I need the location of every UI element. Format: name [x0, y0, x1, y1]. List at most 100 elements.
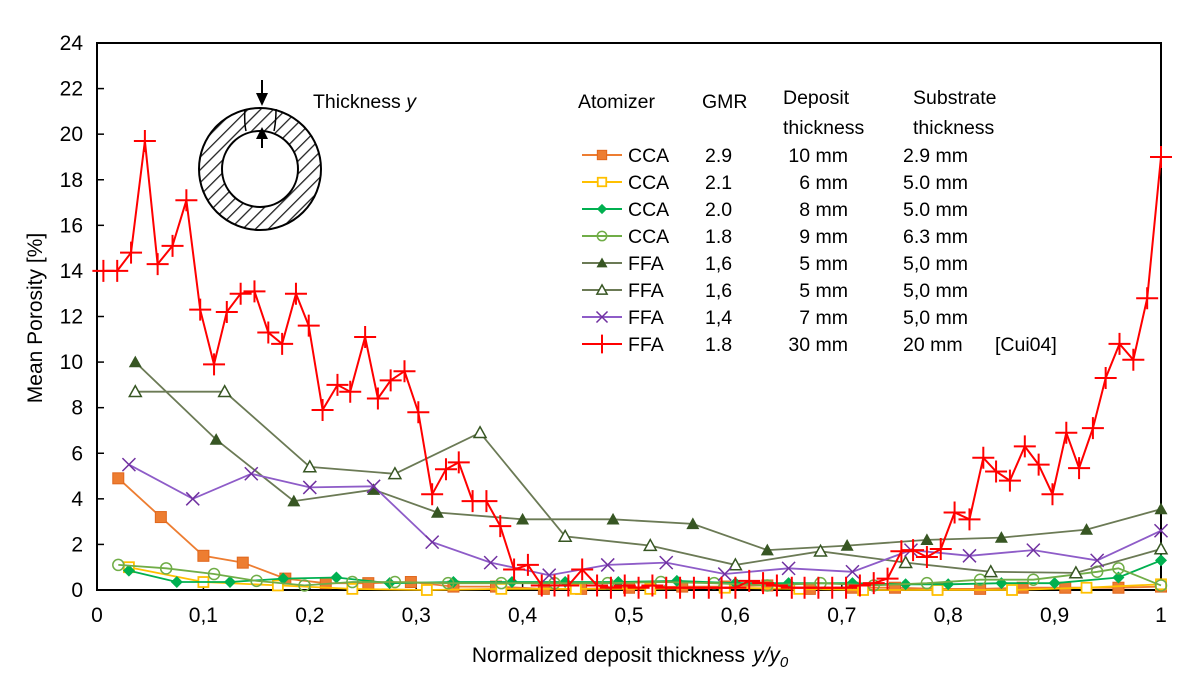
marker-plus: [1150, 145, 1172, 168]
marker-diamond-filled: [1048, 577, 1061, 590]
marker-circle-open: [495, 576, 508, 590]
data-point: [1068, 457, 1091, 480]
data-point: [1150, 145, 1172, 168]
data-point: [920, 576, 934, 590]
x-axis-title-var: y/y: [751, 644, 781, 667]
data-point: [717, 567, 732, 582]
marker-triangle-open: [983, 564, 999, 578]
marker-triangle-open: [302, 459, 318, 473]
data-point: [297, 314, 320, 337]
ring-inner-hole: [221, 130, 299, 208]
marker-plus: [765, 574, 788, 597]
legend-header-gmr: GMR: [702, 91, 748, 113]
data-point: [170, 576, 183, 589]
marker-diamond-filled: [596, 203, 608, 215]
legend-cell: 1,6: [705, 253, 732, 275]
marker-diamond-filled: [1112, 571, 1125, 584]
legend-entry: CCA 2.0 8 mm 5.0 mm: [582, 199, 968, 221]
data-point: [1027, 573, 1040, 586]
y-tick-label: 24: [60, 32, 84, 55]
series-line: [103, 140, 1162, 589]
data-point: [388, 575, 402, 589]
data-point: [346, 582, 359, 595]
marker-plus: [175, 189, 198, 212]
x-tick-label: 0,7: [827, 604, 856, 627]
y-tick-label: 20: [60, 123, 83, 146]
marker-triangle-filled: [686, 517, 700, 530]
legend-cell: 1,6: [705, 280, 732, 302]
data-point: [311, 398, 334, 421]
marker-square-filled: [112, 472, 125, 485]
legend-entry: CCA 2.1 6 mm 5.0 mm: [582, 172, 968, 194]
marker-diamond-filled: [170, 576, 183, 589]
marker-plus: [311, 398, 334, 421]
marker-plus: [489, 515, 512, 538]
data-point: [185, 491, 200, 506]
legend-cell: 6.3 mm: [903, 226, 968, 248]
x-tick-label: 0,2: [295, 604, 324, 627]
data-point: [613, 574, 636, 597]
data-point: [339, 380, 362, 403]
data-point: [447, 451, 470, 474]
marker-plus: [958, 508, 981, 531]
data-point: [154, 511, 167, 524]
data-point: [1153, 541, 1169, 555]
data-point: [1090, 553, 1105, 568]
marker-plus: [326, 373, 349, 396]
legend-cell: 1.8: [705, 334, 732, 356]
data-point: [209, 433, 223, 445]
marker-triangle-filled: [1080, 523, 1094, 535]
marker-x: [185, 491, 200, 506]
data-point: [876, 567, 899, 590]
data-point: [133, 130, 156, 153]
y-tick-label: 2: [71, 533, 83, 556]
marker-square-filled: [596, 149, 608, 161]
marker-plus: [120, 241, 143, 264]
legend-cell: CCA: [628, 172, 669, 194]
marker-x: [845, 564, 860, 579]
marker-plus: [998, 469, 1021, 492]
series-line: [118, 564, 1162, 587]
x-tick-label: 0,3: [402, 604, 431, 627]
data-point: [813, 543, 828, 557]
marker-x: [659, 555, 674, 570]
marker-triangle-filled: [994, 531, 1008, 543]
data-point: [1026, 543, 1041, 558]
data-point: [1094, 367, 1117, 390]
marker-square-filled: [236, 556, 249, 569]
marker-triangle-filled: [840, 539, 854, 551]
data-point: [330, 571, 343, 584]
x-tick-label: 0,9: [1040, 604, 1069, 627]
series-7: [92, 130, 1172, 599]
marker-circle-open: [973, 573, 987, 586]
marker-plus: [862, 572, 885, 595]
legend-cell: 5 mm: [799, 253, 848, 275]
y-tick-label: 12: [60, 306, 83, 329]
marker-plus: [421, 483, 444, 506]
data-point: [505, 576, 518, 589]
data-point: [898, 555, 913, 569]
y-tick-label: 18: [60, 169, 83, 192]
data-point: [366, 479, 381, 494]
data-point: [420, 584, 433, 596]
marker-square-filled: [154, 511, 167, 524]
marker-x: [121, 457, 136, 472]
legend-entry: FFA 1,6 5 mm 5,0 mm: [582, 280, 968, 302]
marker-plus: [915, 545, 938, 568]
data-point: [973, 573, 987, 586]
marker-plus: [724, 576, 747, 599]
data-point: [571, 558, 594, 581]
y-tick-label: 16: [60, 214, 83, 237]
legend-header-substrate-1: Substrate: [913, 87, 996, 109]
data-point: [728, 557, 743, 571]
marker-plus: [1081, 417, 1104, 440]
marker-circle-open: [1027, 573, 1040, 586]
data-point: [434, 458, 457, 481]
data-point: [1013, 435, 1036, 458]
series-6: [121, 457, 1169, 583]
data-point: [985, 460, 1008, 483]
data-point: [600, 557, 615, 572]
marker-diamond-filled: [505, 576, 518, 589]
marker-triangle-open: [128, 384, 143, 398]
data-point: [781, 561, 796, 576]
